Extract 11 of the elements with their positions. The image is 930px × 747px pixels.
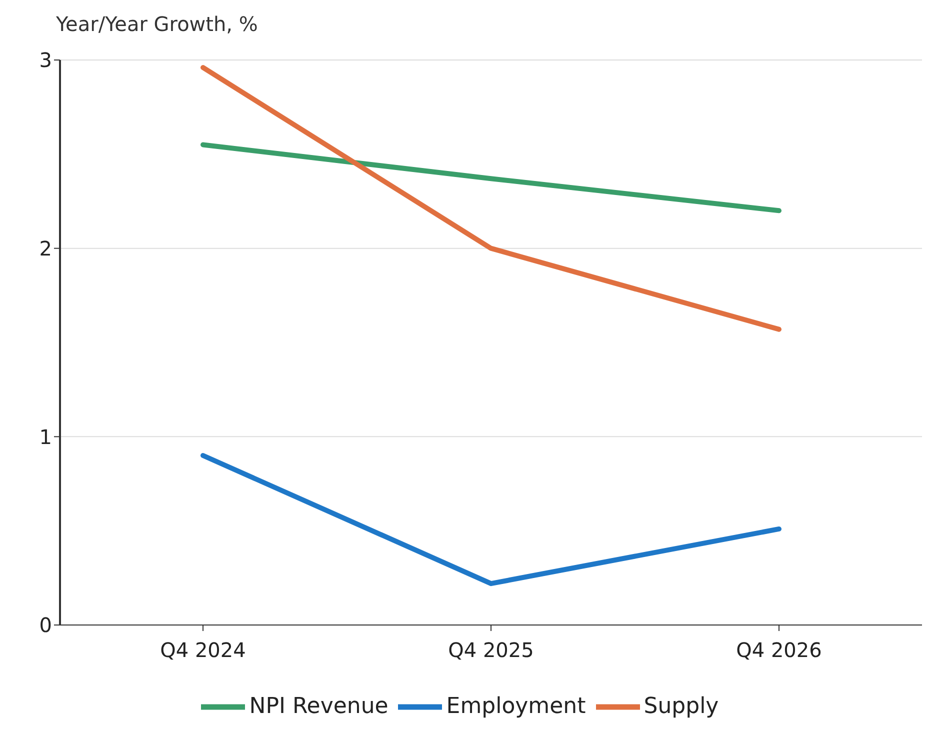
x-tick-label: Q4 2026 [736, 638, 822, 662]
y-tick-label: 1 [39, 424, 52, 449]
legend-label: Employment [446, 694, 586, 720]
y-tick-label: 3 [39, 48, 52, 72]
legend-label: Supply [644, 694, 719, 720]
y-tick-label: 2 [39, 236, 52, 260]
x-tick-label: Q4 2025 [448, 638, 534, 662]
y-tick-label: 0 [39, 613, 52, 638]
y-axis-title: Year/Year Growth, % [56, 12, 258, 36]
legend-label: NPI Revenue [249, 694, 388, 720]
x-tick-label: Q4 2024 [160, 638, 246, 662]
